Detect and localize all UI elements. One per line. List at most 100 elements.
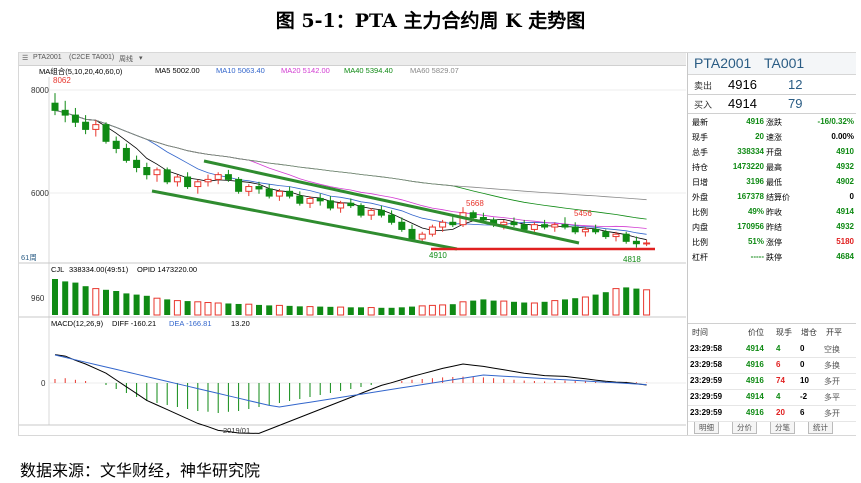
tab-trades[interactable]: 分笔	[770, 422, 795, 434]
volume-bar	[530, 302, 538, 316]
kline-chart[interactable]: 8000 6000 8062 4910 5668 5456 4818 61周 9…	[19, 53, 686, 435]
tick-row: 23:29:59 4916 74 10 多开	[688, 373, 856, 390]
candle-body	[479, 217, 487, 221]
figure-title: 图 5-1：PTA 主力合约周 K 走势图	[275, 10, 586, 32]
tab-stats[interactable]: 统计	[808, 422, 833, 434]
volume-bar	[173, 300, 181, 316]
divider	[688, 113, 856, 114]
macd-histogram	[54, 376, 648, 413]
volume-bar	[347, 307, 354, 315]
tab-detail[interactable]: 明细	[694, 422, 719, 434]
volume-bar	[480, 299, 487, 315]
candle-body	[367, 209, 375, 216]
stat-label-left: 日增	[692, 178, 708, 187]
trading-window: ☰ PTA2001 (C2CE TA001) 周线 ▾ MA组合(5,10,20…	[18, 52, 856, 436]
stat-value-left: 1473220	[732, 162, 764, 171]
stat-label-right: 昨结	[766, 223, 782, 232]
candle-body	[571, 226, 579, 233]
stat-row: 持仓 1473220 最高 4932	[688, 161, 856, 174]
candle-body	[82, 121, 90, 130]
stat-value-right: 4902	[836, 177, 854, 186]
volume-bar	[551, 300, 559, 316]
stat-value-left: -----	[750, 252, 764, 261]
sell-volume: 12	[788, 77, 803, 92]
candle-body	[102, 124, 110, 142]
candle-body	[388, 214, 396, 223]
macd-legend-name: MACD(12,26,9)	[51, 319, 104, 328]
tick-type: 多换	[824, 361, 840, 370]
tick-row: 23:29:59 4914 4 -2 多平	[688, 389, 856, 406]
divider	[688, 94, 856, 95]
topbar-symbol: PTA2001	[33, 54, 62, 61]
volume-legend: CJL 338334.00(49:51) OPID 1473220.00	[19, 265, 686, 275]
trend-line-upper	[203, 159, 580, 245]
trend-line-lower	[151, 189, 458, 251]
candle-body	[500, 221, 508, 226]
chart-area[interactable]: ☰ PTA2001 (C2CE TA001) 周线 ▾ MA组合(5,10,20…	[19, 53, 686, 435]
stat-row: 内盘 170956 昨结 4932	[688, 221, 856, 234]
volume-bar	[296, 306, 303, 315]
topbar-desc: (C2CE TA001)	[69, 54, 115, 61]
stat-value-right: 4684	[836, 252, 854, 261]
topbar-period[interactable]: 周线	[119, 56, 133, 63]
source-note: 数据来源：文华财经，神华研究院	[20, 461, 261, 480]
tick-oi: 6	[800, 408, 805, 417]
ticks-header-oi: 增仓	[801, 328, 817, 337]
ma60-label: MA60 5829.07	[410, 66, 459, 75]
candle-body	[133, 159, 141, 168]
bar-count: 61周	[21, 253, 37, 262]
candle-body	[173, 176, 181, 183]
stat-label-left: 比例	[692, 208, 708, 217]
volume-bar	[92, 288, 100, 316]
candle-body	[194, 181, 202, 188]
period-dropdown-icon[interactable]: ▾	[139, 55, 143, 62]
annotation-low2: 4818	[623, 255, 641, 264]
volume-bar	[62, 281, 69, 315]
candle-body	[153, 169, 161, 176]
stat-value-right: 0.00%	[831, 132, 854, 141]
ticks-header-qty: 现手	[776, 328, 792, 337]
macd-legend-dea: DEA -166.81	[169, 319, 212, 328]
stat-value-right: 4932	[836, 162, 854, 171]
candle-body	[122, 147, 130, 161]
stat-value-left: 49%	[747, 207, 764, 216]
volume-bar	[470, 300, 477, 315]
stat-value-right: 0	[849, 192, 854, 201]
volume-bar	[378, 307, 385, 315]
candle-body	[224, 174, 232, 180]
candle-body	[286, 190, 294, 197]
buy-price: 4914	[728, 96, 757, 111]
candle-body	[255, 186, 263, 190]
candle-body	[92, 124, 100, 130]
tick-time: 23:29:58	[690, 344, 723, 353]
tick-type: 多平	[824, 393, 840, 402]
ma10-label: MA10 5063.40	[216, 66, 265, 75]
tab-price[interactable]: 分价	[732, 422, 757, 434]
stat-value-right: 4914	[836, 207, 854, 216]
candle-body	[439, 221, 447, 228]
volume-bar	[317, 306, 324, 315]
candle-body	[530, 224, 538, 230]
volume-bar	[306, 306, 314, 316]
macd-legend-diff: DIFF -160.21	[112, 319, 157, 328]
stat-label-right: 最高	[766, 163, 782, 172]
quote-symbol-short: TA001	[764, 55, 805, 71]
menu-icon[interactable]: ☰	[22, 55, 29, 62]
tick-time: 23:29:59	[690, 376, 723, 385]
volume-bar	[245, 303, 253, 316]
volume-bar	[521, 302, 528, 315]
volume-bar	[164, 299, 171, 315]
volume-bar	[103, 289, 109, 315]
tick-price: 4914	[746, 392, 764, 401]
candle-body	[408, 228, 416, 240]
volume-bar	[367, 307, 375, 316]
stat-value-right: -16/0.32%	[817, 117, 854, 126]
annotation-peak1: 5668	[466, 199, 484, 208]
ma-legend: MA组合(5,10,20,40,60,0) MA5 5002.00 MA10 5…	[19, 66, 686, 77]
tick-price: 4916	[746, 408, 764, 417]
candle-body	[316, 197, 324, 202]
stat-row: 最新 4916 涨跌 -16/0.32%	[688, 116, 856, 129]
volume-bar	[409, 306, 415, 315]
tick-qty: 20	[776, 408, 785, 417]
candle-body	[245, 186, 253, 192]
